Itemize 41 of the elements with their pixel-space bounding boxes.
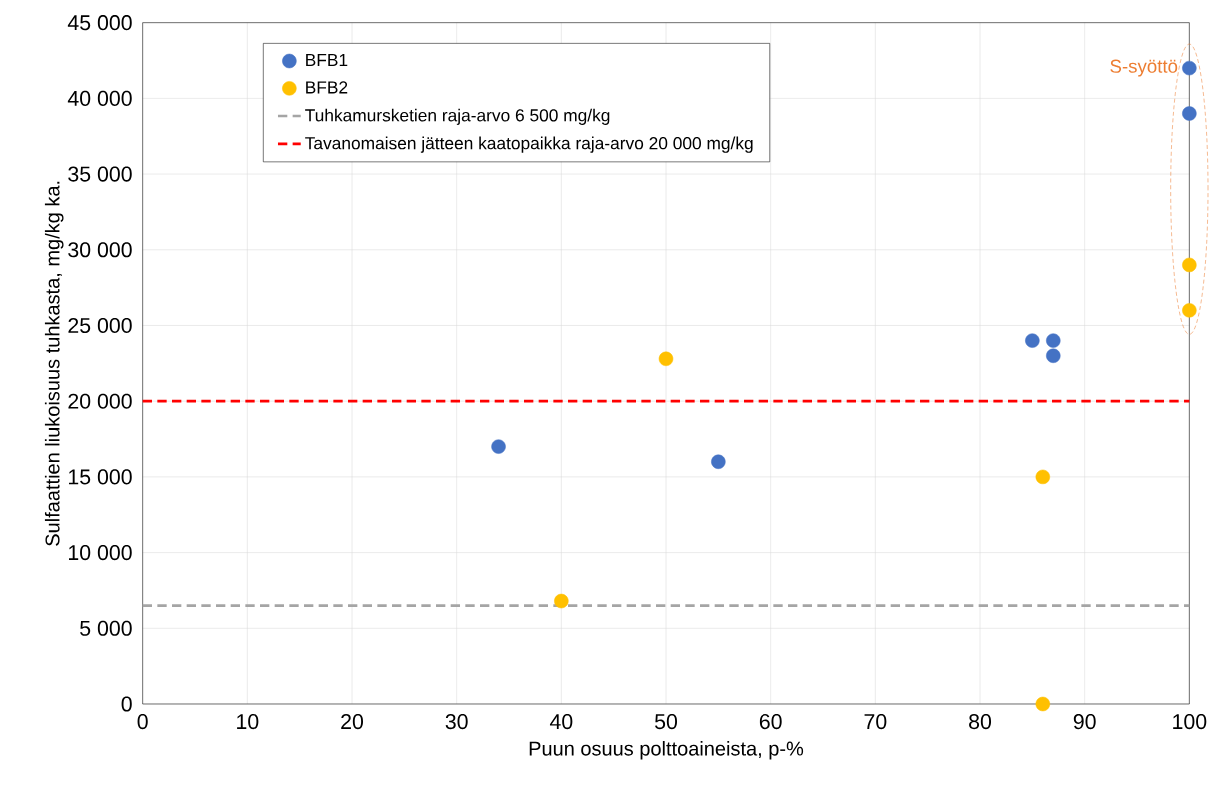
x-tick-label: 80 <box>969 714 992 730</box>
x-axis-title: Puun osuus polttoaineista, p-% <box>529 740 804 760</box>
x-tick-label: 20 <box>341 714 364 730</box>
point <box>1035 696 1051 712</box>
point <box>1035 469 1051 485</box>
point <box>491 439 506 454</box>
x-tick-label: 50 <box>655 714 678 730</box>
annotation: S-syöttö <box>1110 59 1178 77</box>
y-tick-label: 45 000 <box>67 15 132 31</box>
point <box>1046 348 1061 363</box>
x-tick-label: 90 <box>1073 714 1096 730</box>
legend-label: Tuhkamursketien raja-arvo 6 500 mg/kg <box>305 108 610 125</box>
y-tick-label: 25 000 <box>68 317 132 334</box>
y-tick-label: 35 000 <box>68 166 132 182</box>
x-tick-label: 60 <box>759 714 782 730</box>
y-tick-label: 30 000 <box>68 242 132 258</box>
y-axis-title: Sulfaattien liukoisuus tuhkasta, mg/kg ka. <box>44 181 64 546</box>
x-tick-label: 0 <box>137 714 148 730</box>
legend-label: Tavanomaisen jätteen kaatopaikka raja-arvo 20 000 mg/kg <box>305 136 753 153</box>
y-tick-label: 20 000 <box>68 393 132 409</box>
point <box>554 593 569 609</box>
x-tick-label: 10 <box>237 714 259 730</box>
y-tick-label: 10 000 <box>69 545 132 561</box>
y-tick-label: 15 000 <box>69 469 132 485</box>
x-tick-label: 30 <box>445 714 468 730</box>
x-tick-label: 70 <box>864 714 887 730</box>
y-tick-label: 40 000 <box>67 90 132 106</box>
x-tick-label: 40 <box>549 714 573 730</box>
point <box>1025 333 1040 348</box>
y-tick-label: 5 000 <box>80 620 132 636</box>
point <box>1182 106 1197 121</box>
point <box>1046 333 1061 348</box>
legend-label: BFB1 <box>306 54 348 66</box>
point <box>711 454 726 469</box>
y-tick-label: 0 <box>121 696 132 712</box>
point <box>1182 303 1197 318</box>
point <box>1182 257 1197 273</box>
point <box>1182 60 1197 76</box>
x-tick-label: 100 <box>1173 714 1207 730</box>
legend-label: BFB2 <box>306 81 348 94</box>
point <box>658 351 674 366</box>
